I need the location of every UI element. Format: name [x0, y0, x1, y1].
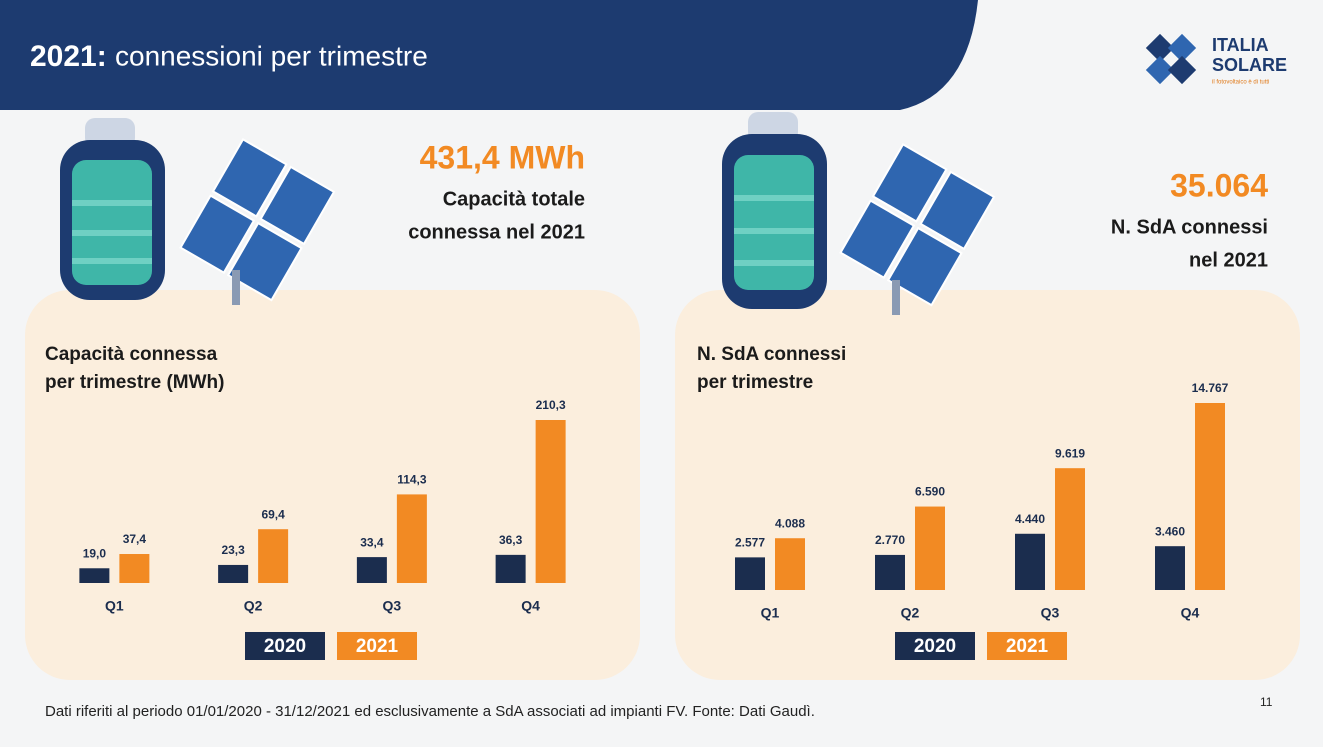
x-tick-label: Q2 [901, 605, 920, 621]
bar [79, 568, 109, 583]
x-tick-label: Q4 [521, 598, 540, 614]
title-year: 2021: [30, 40, 107, 73]
x-tick-label: Q2 [244, 598, 263, 614]
bar [775, 538, 805, 590]
logo-tagline: il fotovoltaico è di tutti [1212, 80, 1269, 86]
bar [258, 529, 288, 583]
x-tick-label: Q1 [761, 605, 780, 621]
x-tick-label: Q3 [383, 598, 402, 614]
bar [218, 565, 248, 583]
bar [1055, 468, 1085, 590]
data-label: 4.088 [775, 516, 805, 530]
highlight-caption: Capacità totale [443, 188, 585, 210]
page: 2021: connessioni per trimestre ITALIA S… [0, 0, 1323, 747]
slide: 2021: connessioni per trimestre ITALIA S… [0, 0, 1323, 747]
data-label: 210,3 [536, 398, 566, 412]
bar [119, 554, 149, 583]
data-label: 2.577 [735, 536, 765, 550]
bar [536, 420, 566, 583]
data-label: 23,3 [221, 543, 245, 557]
bar [397, 494, 427, 583]
highlight-caption: nel 2021 [1189, 249, 1268, 271]
x-tick-label: Q4 [1181, 605, 1200, 621]
panel-pole [232, 270, 240, 305]
bar [875, 555, 905, 590]
data-label: 9.619 [1055, 446, 1085, 460]
bar [735, 557, 765, 590]
logo-text: ITALIA [1212, 35, 1269, 55]
data-label: 2.770 [875, 533, 905, 547]
data-label: 6.590 [915, 485, 945, 499]
bar [915, 507, 945, 590]
panel-pole [892, 280, 900, 315]
logo-text: SOLARE [1212, 55, 1287, 75]
data-label: 4.440 [1015, 512, 1045, 526]
data-label: 36,3 [499, 533, 523, 547]
chart-title: Capacità connessa [45, 344, 218, 365]
data-label: 114,3 [397, 473, 427, 487]
bar [1155, 546, 1185, 590]
title: connessioni per trimestre [115, 40, 428, 71]
bar [496, 555, 526, 583]
legend-label: 2020 [264, 636, 306, 657]
data-label: 37,4 [123, 532, 147, 546]
highlight-caption: N. SdA connessi [1111, 216, 1268, 238]
bar [1015, 534, 1045, 590]
bar [1195, 403, 1225, 590]
legend-label: 2021 [1006, 636, 1049, 657]
highlight-caption: connessa nel 2021 [408, 221, 585, 243]
x-tick-label: Q3 [1041, 605, 1060, 621]
data-label: 19,0 [83, 546, 107, 560]
chart-title: per trimestre [697, 372, 813, 393]
data-label: 69,4 [261, 507, 285, 521]
data-label: 3.460 [1155, 524, 1185, 538]
highlight-figure: 35.064 [1170, 167, 1268, 203]
bar [357, 557, 387, 583]
footnote: Dati riferiti al periodo 01/01/2020 - 31… [45, 703, 815, 720]
legend-label: 2020 [914, 636, 956, 657]
battery-illustration [60, 118, 165, 300]
data-label: 33,4 [360, 535, 384, 549]
highlight-figure: 431,4 MWh [420, 139, 585, 175]
chart-title: N. SdA connessi [697, 344, 846, 365]
legend-label: 2021 [356, 636, 399, 657]
x-tick-label: Q1 [105, 598, 124, 614]
battery-illustration [722, 112, 827, 309]
page-number: 11 [1260, 695, 1273, 709]
chart-title: per trimestre (MWh) [45, 372, 224, 393]
data-label: 14.767 [1192, 381, 1229, 395]
